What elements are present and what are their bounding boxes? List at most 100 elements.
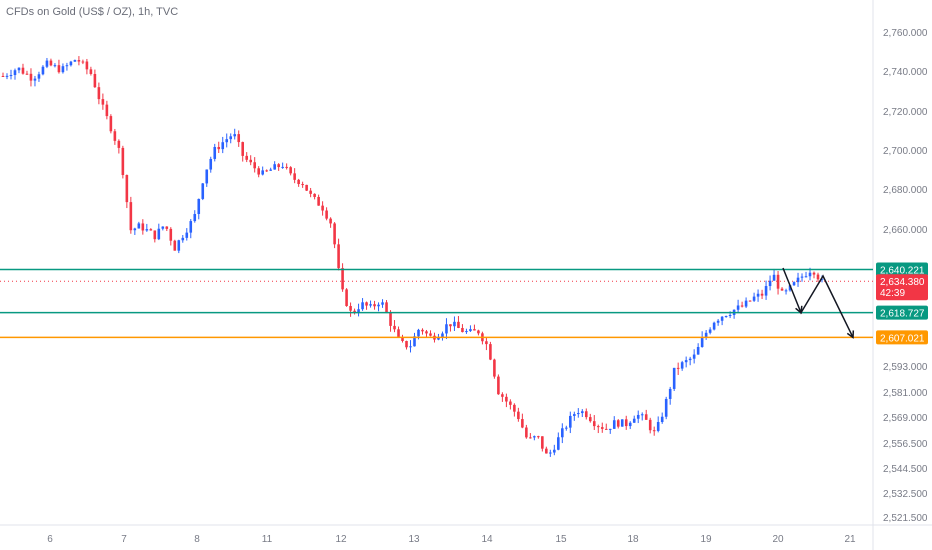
countdown-label: 42:39: [880, 288, 905, 299]
candle-body: [125, 175, 129, 203]
candle-body: [517, 411, 520, 420]
candle-body: [409, 346, 412, 348]
candle-body: [137, 223, 141, 229]
candle-body: [501, 394, 504, 397]
candle-body: [684, 360, 688, 363]
candle-body: [365, 302, 368, 306]
candle-body: [588, 417, 592, 422]
candle-body: [465, 331, 468, 333]
candle-body: [660, 416, 664, 423]
candle-body: [800, 276, 804, 278]
candle-body: [592, 421, 596, 427]
candle-body: [792, 282, 796, 286]
candle-body: [644, 414, 648, 420]
candle-body: [397, 329, 400, 337]
candle-body: [77, 60, 81, 62]
candle-body: [229, 136, 233, 140]
candle-body: [349, 306, 352, 311]
current-price-label: 2,634.380: [880, 277, 925, 288]
candle-body: [105, 104, 109, 117]
candle-body: [133, 228, 137, 231]
candle-body: [553, 449, 556, 453]
candle-body: [345, 289, 348, 307]
candle-body: [744, 300, 748, 307]
candle-body: [696, 346, 700, 355]
candle-body: [101, 99, 105, 105]
projection-arrowhead: [846, 330, 855, 339]
candle-body: [205, 169, 209, 184]
candle-body: [561, 428, 564, 438]
candle-body: [692, 354, 696, 359]
candle-body: [341, 268, 344, 290]
candle-body: [608, 428, 612, 430]
candle-body: [804, 276, 808, 278]
candle-body: [209, 158, 213, 170]
candle-body: [417, 329, 420, 337]
candle-body: [445, 324, 448, 334]
candle-body: [81, 61, 85, 63]
candle-body: [477, 330, 480, 334]
candle-body: [505, 396, 508, 402]
candle-body: [357, 309, 360, 313]
candle-body: [437, 337, 440, 340]
candle-body: [17, 67, 21, 71]
y-tick-label: 2,581.000: [883, 388, 928, 399]
candle-body: [648, 419, 652, 431]
candle-body: [736, 305, 740, 310]
candle-body: [557, 437, 560, 450]
candle-body: [776, 274, 780, 289]
x-tick-label: 6: [47, 534, 53, 545]
candle-body: [385, 302, 388, 313]
candle-body: [37, 74, 41, 79]
candle-body: [41, 66, 45, 75]
candle-body: [720, 316, 724, 321]
candle-body: [153, 230, 157, 240]
x-tick-label: 11: [262, 534, 273, 545]
candle-body: [29, 73, 33, 81]
candle-body: [353, 310, 356, 313]
candle-body: [277, 164, 280, 168]
y-tick-label: 2,556.500: [883, 439, 928, 450]
level-price-label: 2,607.021: [880, 333, 925, 344]
x-tick-label: 19: [700, 534, 712, 545]
candle-body: [728, 314, 732, 317]
candle-body: [600, 427, 604, 429]
candle-body: [541, 436, 544, 449]
x-tick-label: 15: [555, 534, 567, 545]
candle-body: [636, 414, 640, 419]
level-price-tag: [876, 330, 928, 345]
level-price-label: 2,618.727: [880, 309, 925, 320]
candle-body: [664, 398, 668, 417]
candle-body: [57, 65, 61, 73]
candle-body: [545, 448, 548, 454]
candle-body: [469, 329, 472, 332]
candle-body: [628, 422, 632, 427]
candle-body: [549, 452, 552, 454]
candle-body: [429, 333, 432, 336]
candle-body: [820, 278, 824, 280]
candle-body: [656, 422, 660, 431]
y-tick-label: 2,532.500: [883, 489, 928, 500]
candle-body: [457, 321, 460, 328]
candle-body: [569, 415, 572, 428]
candle-body: [401, 336, 404, 341]
candle-body: [688, 358, 692, 361]
candle-body: [253, 162, 256, 169]
candle-body: [784, 290, 788, 292]
current-price-tag: [876, 274, 928, 301]
candle-body: [249, 159, 252, 163]
candle-body: [724, 316, 728, 318]
y-tick-label: 2,680.000: [883, 185, 928, 196]
projection-arrowhead: [795, 305, 803, 315]
candle-body: [225, 139, 229, 143]
candle-body: [305, 184, 308, 191]
candle-body: [756, 293, 760, 297]
y-tick-label: 2,593.000: [883, 362, 928, 373]
candle-body: [640, 414, 644, 416]
x-tick-label: 14: [481, 534, 493, 545]
candle-body: [333, 223, 336, 245]
candle-body: [373, 304, 376, 307]
candle-body: [53, 65, 57, 67]
candle-body: [289, 167, 292, 174]
